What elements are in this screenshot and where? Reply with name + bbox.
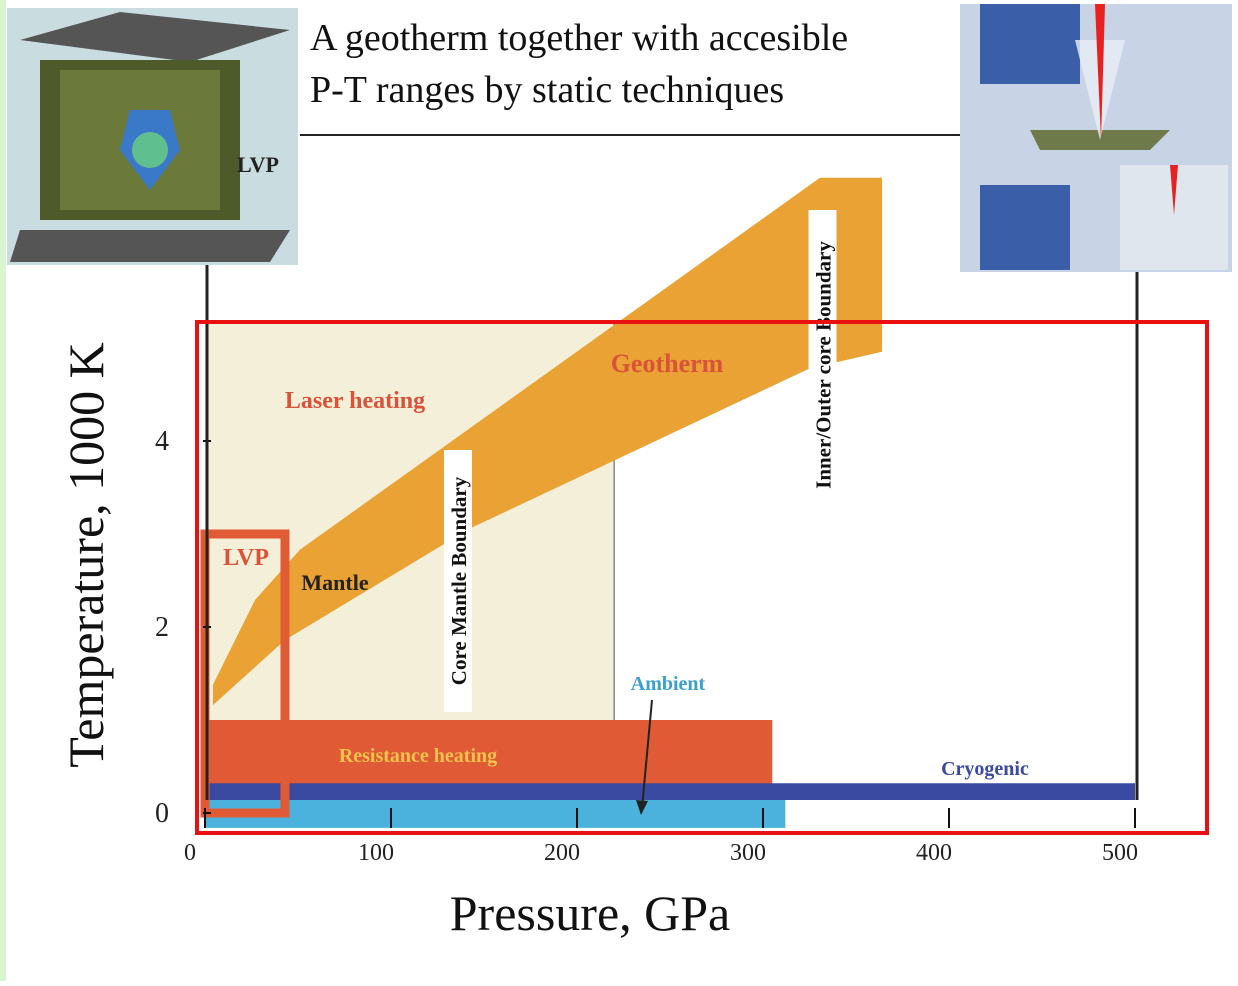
y-tick-label: 4 <box>155 426 169 457</box>
region-label: Resistance heating <box>339 745 497 767</box>
boundary-label: Core Mantle Boundary <box>447 476 471 685</box>
lvp-image: LVP <box>7 8 298 265</box>
dac-image <box>960 4 1232 272</box>
y-tick-label: 0 <box>155 798 169 829</box>
region-label: Laser heating <box>285 388 425 414</box>
region-label: Geotherm <box>611 349 724 378</box>
title-line: P-T ranges by static techniques <box>310 69 784 111</box>
region-label: Cryogenic <box>941 758 1029 780</box>
image-label: LVP <box>237 152 279 177</box>
x-tick-label: 0 <box>184 840 196 866</box>
annotation: Mantle <box>301 570 368 595</box>
x-tick-label: 400 <box>916 840 952 866</box>
boundary-label: Inner/Outer core Boundary <box>812 241 836 489</box>
chart: Core Mantle Boundary Inner/Outer core Bou… <box>0 0 1238 981</box>
x-tick-label: 200 <box>544 840 580 866</box>
page: Core Mantle Boundary Inner/Outer core Bou… <box>0 0 1238 986</box>
y-axis-label: Temperature, 1000 K <box>58 342 114 768</box>
x-tick-label: 100 <box>358 840 394 866</box>
page-edge <box>0 0 6 981</box>
region <box>205 783 1135 800</box>
y-tick-label: 2 <box>155 612 169 643</box>
x-tick-label: 500 <box>1102 840 1138 866</box>
x-axis-label: Pressure, GPa <box>450 885 731 941</box>
plot: Core Mantle Boundary Inner/Outer core Bou… <box>155 178 1138 866</box>
x-tick-label: 300 <box>730 840 766 866</box>
region-label: LVP <box>223 545 269 571</box>
region <box>205 800 785 828</box>
region-label: Ambient <box>631 673 706 695</box>
title-line: A geotherm together with accesible <box>310 17 848 59</box>
